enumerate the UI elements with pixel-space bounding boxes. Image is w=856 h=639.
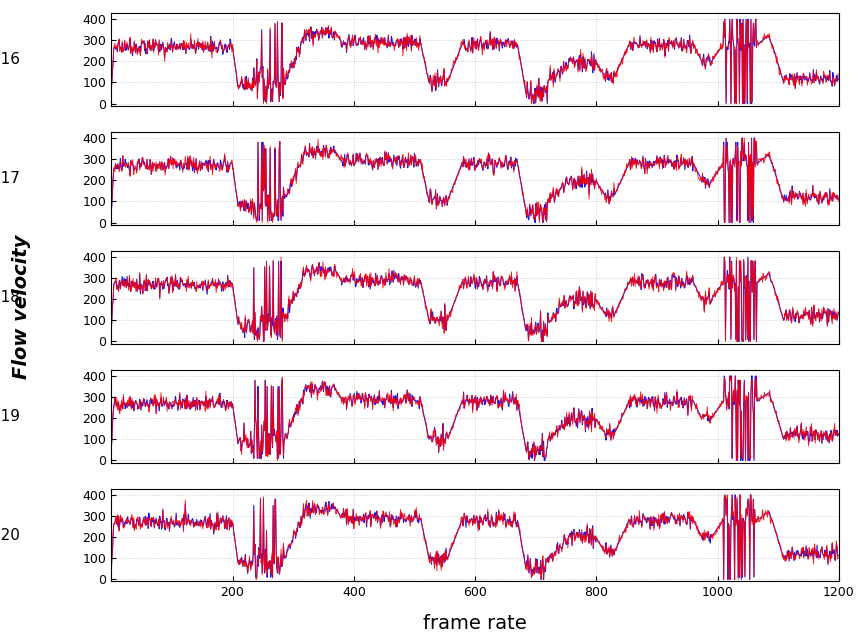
Text: frame rate: frame rate	[423, 613, 527, 633]
Y-axis label: Layer 18: Layer 18	[0, 289, 20, 305]
Y-axis label: Layer 20: Layer 20	[0, 528, 20, 543]
Y-axis label: Layer 16: Layer 16	[0, 52, 20, 66]
Text: Flow velocity: Flow velocity	[12, 235, 31, 379]
Y-axis label: Layer 19: Layer 19	[0, 408, 20, 424]
Y-axis label: Layer 17: Layer 17	[0, 171, 20, 186]
